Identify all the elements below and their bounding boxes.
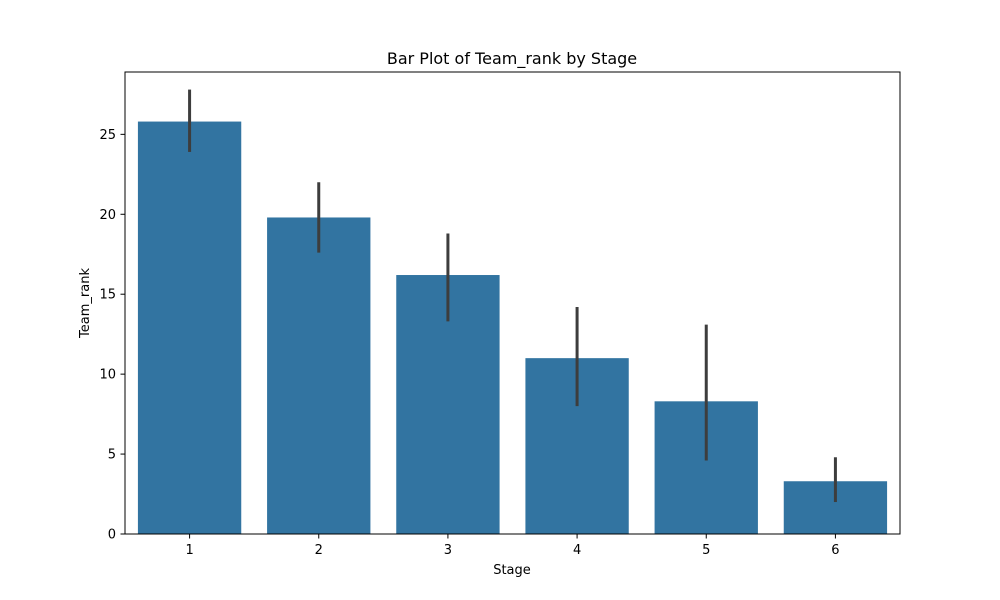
bars-layer	[137, 121, 888, 534]
x-tick-label: 5	[702, 543, 710, 558]
bar-stage-2	[267, 217, 371, 534]
x-tick-label: 6	[831, 543, 839, 558]
y-tick-label: 10	[99, 368, 116, 383]
y-tick-label: 5	[108, 448, 116, 463]
plot-frame	[124, 71, 901, 535]
axes-layer: 1 2 3 4 5 6 0 5 10 15 20 25	[99, 71, 901, 558]
y-axis-label: Team_rank	[78, 268, 93, 339]
y-tick-label: 25	[99, 128, 116, 143]
x-axis-label: Stage	[493, 563, 531, 578]
y-tick-label: 0	[108, 528, 116, 543]
error-bars-layer	[188, 89, 837, 503]
y-tick-label: 15	[99, 288, 116, 303]
x-tick-label: 1	[185, 543, 193, 558]
bar-stage-1	[137, 121, 242, 534]
chart-title: Bar Plot of Team_rank by Stage	[387, 49, 637, 69]
x-tick-label: 3	[444, 543, 452, 558]
x-tick-label: 4	[573, 543, 581, 558]
x-tick-label: 2	[315, 543, 323, 558]
y-tick-label: 20	[99, 208, 116, 223]
